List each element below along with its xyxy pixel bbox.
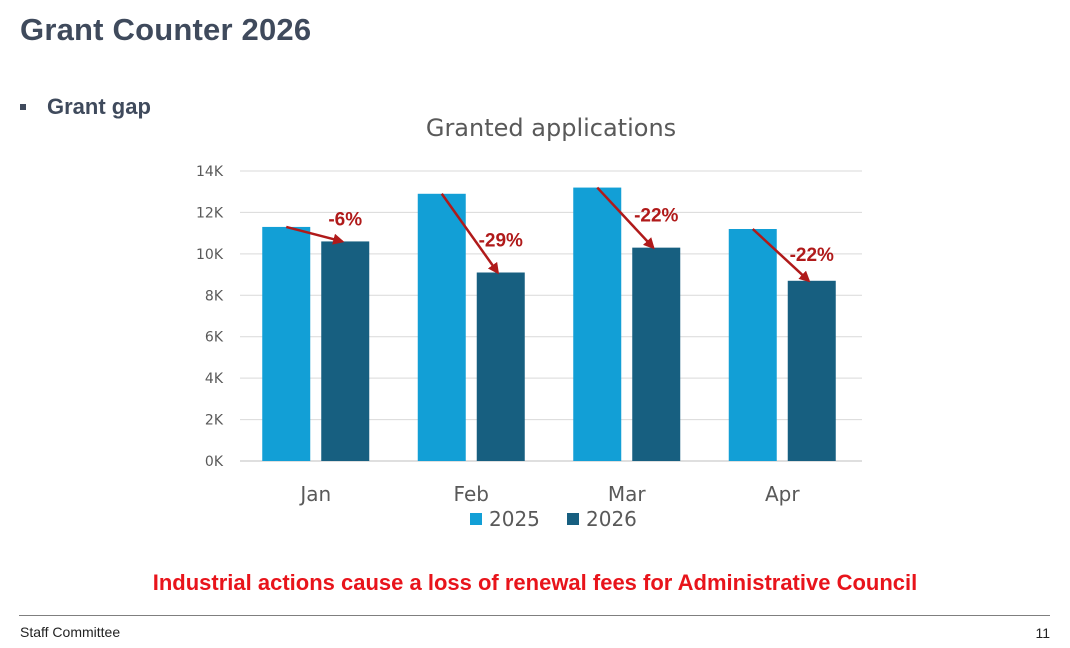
bar-2025-mar xyxy=(573,187,622,462)
callout-text: Industrial actions cause a loss of renew… xyxy=(152,570,918,595)
change-label: -6% xyxy=(328,209,362,230)
x-tick-label: Mar xyxy=(608,482,647,506)
footer-divider xyxy=(19,615,1050,616)
square-bullet-icon xyxy=(20,104,26,110)
chart-title: Granted applications xyxy=(426,114,676,142)
x-tick-label: Apr xyxy=(765,482,800,506)
y-tick-label: 10K xyxy=(196,247,224,263)
bullet-text: Grant gap xyxy=(47,94,151,119)
y-tick-label: 12K xyxy=(196,205,224,221)
change-arrow xyxy=(596,186,655,250)
change-label: -22% xyxy=(634,206,678,227)
footer-label: Staff Committee xyxy=(20,624,121,640)
legend-label: 2025 xyxy=(489,507,540,531)
change-label: -22% xyxy=(790,245,834,266)
y-tick-label: 4K xyxy=(205,371,224,387)
bar-2026-feb xyxy=(476,272,525,461)
y-tick-label: 8K xyxy=(205,288,224,304)
page-number: 11 xyxy=(1035,625,1050,641)
y-tick-label: 6K xyxy=(205,330,224,346)
bar-2026-jan xyxy=(321,241,370,461)
x-tick-label: Jan xyxy=(298,482,331,506)
change-arrow xyxy=(285,225,345,245)
legend-label: 2026 xyxy=(586,507,637,531)
y-tick-label: 2K xyxy=(205,413,224,429)
bar-2025-feb xyxy=(417,193,466,462)
bar-2026-apr xyxy=(787,280,836,461)
legend-swatch-2026 xyxy=(567,513,579,525)
bullet-item: Grant gap xyxy=(20,94,151,120)
legend-swatch-2025 xyxy=(470,513,482,525)
change-label: -29% xyxy=(479,231,523,252)
slide-title: Grant Counter 2026 xyxy=(20,12,312,47)
y-tick-label: 14K xyxy=(196,164,224,180)
bar-2025-apr xyxy=(728,229,777,461)
change-arrow xyxy=(751,228,811,283)
change-arrow xyxy=(440,193,500,275)
bar-2025-jan xyxy=(262,226,311,461)
x-tick-label: Feb xyxy=(454,482,489,506)
y-tick-label: 0K xyxy=(205,454,224,470)
bar-2026-mar xyxy=(632,247,681,461)
